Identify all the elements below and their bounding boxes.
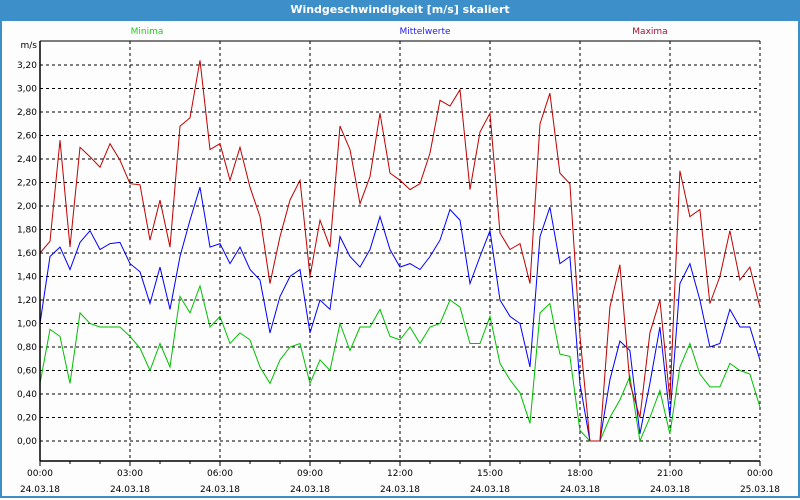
y-tick-label: 2,60 [17,132,37,142]
axes: 0,00 0,20 0,40 0,60 0,80 1,00 1,20 1,40 1,60 1,80… [17,40,780,495]
y-tick-label: 0,00 [17,437,37,447]
y-tick-label: 2,20 [17,179,37,189]
x-tick-time: 15:00 [477,469,503,479]
y-tick-label: 1,40 [17,273,37,283]
x-tick-time: 12:00 [387,469,413,479]
x-tick-date: 24.03.18 [20,485,60,495]
x-tick-time: 18:00 [567,469,593,479]
x-tick-date: 24.03.18 [110,485,150,495]
x-tick-date: 24.03.18 [470,485,510,495]
x-tick-time: 09:00 [297,469,323,479]
x-tick-date: 24.03.18 [290,485,330,495]
x-tick-time: 21:00 [657,469,683,479]
y-tick-label: 1,20 [17,296,37,306]
legend: Minima Mittelwerte Maxima [131,27,668,37]
legend-entry-mittelwerte: Mittelwerte [399,27,450,37]
y-tick-label: 0,20 [17,414,37,424]
x-tick-date: 24.03.18 [380,485,420,495]
x-tick-date: 24.03.18 [650,485,690,495]
x-tick-time: 00:00 [27,469,53,479]
legend-entry-maxima: Maxima [632,27,667,37]
legend-entry-minima: Minima [131,27,164,37]
y-tick-label: 1,60 [17,249,37,259]
series-lines [39,60,761,443]
y-tick-label: 2,40 [17,155,37,165]
x-tick-date: 24.03.18 [560,485,600,495]
y-tick-label: 2,00 [17,202,37,212]
y-tick-label: 1,80 [17,226,37,236]
x-tick-time: 06:00 [207,469,233,479]
x-tick-time: 00:00 [747,469,773,479]
y-tick-label: 0,40 [17,390,37,400]
y-tick-label: 3,20 [17,61,37,71]
x-tick-time: 03:00 [117,469,143,479]
y-tick-label: 0,60 [17,367,37,377]
y-tick-label: 1,00 [17,320,37,330]
y-tick-label: 2,80 [17,108,37,118]
grid [40,41,761,461]
x-tick-date: 25.03.18 [740,485,780,495]
y-tick-label: 3,00 [17,85,37,95]
x-tick-date: 24.03.18 [200,485,240,495]
y-axis-label: m/s [21,41,38,51]
window-title: Windgeschwindigkeit [m/s] skaliert [0,0,800,21]
y-tick-label: 0,80 [17,343,37,353]
